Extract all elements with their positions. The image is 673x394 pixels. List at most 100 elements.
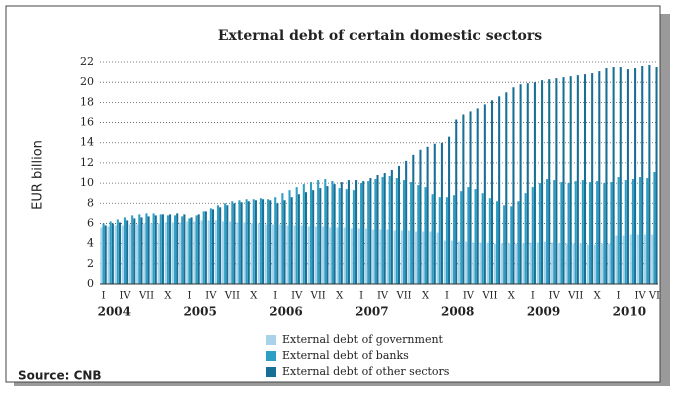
bar	[126, 220, 129, 284]
bar	[143, 223, 146, 284]
bar	[529, 242, 532, 284]
bar	[214, 220, 217, 284]
y-tick-label: 0	[87, 277, 94, 290]
bar	[576, 75, 579, 284]
bar	[131, 215, 134, 284]
bar	[481, 193, 484, 284]
bar	[279, 224, 282, 284]
bar	[562, 77, 565, 285]
legend-swatch	[266, 335, 276, 345]
bar	[436, 232, 439, 284]
bar	[397, 165, 401, 284]
bar	[100, 227, 103, 284]
bar	[596, 181, 599, 284]
bar	[469, 111, 472, 284]
bar	[390, 169, 393, 284]
y-tick-label: 6	[87, 216, 94, 229]
bar	[200, 220, 203, 284]
bar	[221, 221, 224, 284]
bar	[524, 193, 527, 284]
bar	[605, 68, 608, 285]
bar	[340, 182, 343, 284]
bar	[612, 67, 615, 284]
x-tick-label: IV	[463, 291, 475, 302]
bar	[422, 231, 425, 284]
bar	[174, 215, 177, 284]
bar	[333, 184, 336, 284]
x-tick-label: VII	[567, 291, 583, 302]
year-label: 2006	[269, 305, 302, 319]
bar	[297, 194, 300, 284]
bar	[646, 178, 649, 284]
bar	[281, 193, 284, 284]
bar	[581, 180, 584, 284]
y-tick-label: 10	[80, 176, 94, 189]
bar	[295, 187, 298, 284]
x-tick-label: I	[359, 291, 363, 302]
bar	[152, 213, 155, 284]
bar	[290, 197, 293, 284]
bar	[276, 203, 279, 284]
bar	[591, 73, 594, 284]
bar	[145, 213, 148, 284]
bar	[283, 200, 286, 284]
bar	[326, 186, 329, 284]
bar	[245, 199, 248, 284]
x-tick-label: X	[336, 291, 344, 302]
bar	[655, 67, 658, 284]
bar	[476, 108, 479, 284]
x-tick-label: IV	[377, 291, 389, 302]
bar	[111, 223, 114, 284]
legend-label: External debt of other sectors	[282, 365, 450, 378]
bar	[240, 202, 243, 284]
bar	[329, 227, 332, 284]
x-tick-label: X	[250, 291, 258, 302]
x-tick-label: X	[508, 291, 516, 302]
x-tick-label: IV	[549, 291, 561, 302]
bar	[197, 214, 200, 284]
bar	[128, 224, 131, 284]
bar	[224, 203, 227, 284]
bar	[123, 217, 127, 284]
bar	[331, 181, 334, 284]
x-tick-label: VII	[224, 291, 240, 302]
bar	[460, 191, 463, 284]
bar	[109, 221, 112, 284]
bar	[415, 231, 418, 284]
bar	[300, 225, 303, 284]
bar	[510, 206, 513, 284]
bar	[450, 240, 453, 284]
bar	[355, 180, 358, 284]
bar	[560, 182, 563, 284]
bar	[579, 243, 582, 284]
y-tick-label: 16	[80, 116, 94, 129]
bar	[601, 243, 604, 284]
bar	[157, 223, 160, 284]
bar	[488, 198, 491, 284]
y-axis-label: EUR billion	[31, 140, 46, 210]
bar	[140, 217, 143, 284]
year-label: 2005	[183, 305, 216, 319]
x-tick-label: I	[187, 291, 191, 302]
bar	[107, 226, 110, 284]
bar	[286, 225, 289, 284]
bar	[429, 231, 432, 284]
bar	[572, 243, 575, 284]
bar	[551, 242, 554, 284]
bar	[183, 214, 186, 284]
bar	[538, 183, 541, 284]
bar	[314, 226, 317, 284]
bar	[176, 213, 179, 284]
bar	[252, 199, 255, 284]
bar	[553, 180, 556, 284]
bar	[653, 171, 656, 284]
bar	[161, 214, 164, 284]
bar	[347, 180, 350, 284]
bar	[548, 79, 551, 285]
bar	[555, 78, 558, 285]
x-tick-label: IV	[205, 291, 217, 302]
bar	[631, 179, 634, 284]
bar	[319, 188, 322, 284]
bar	[164, 222, 167, 284]
bar	[367, 181, 370, 284]
